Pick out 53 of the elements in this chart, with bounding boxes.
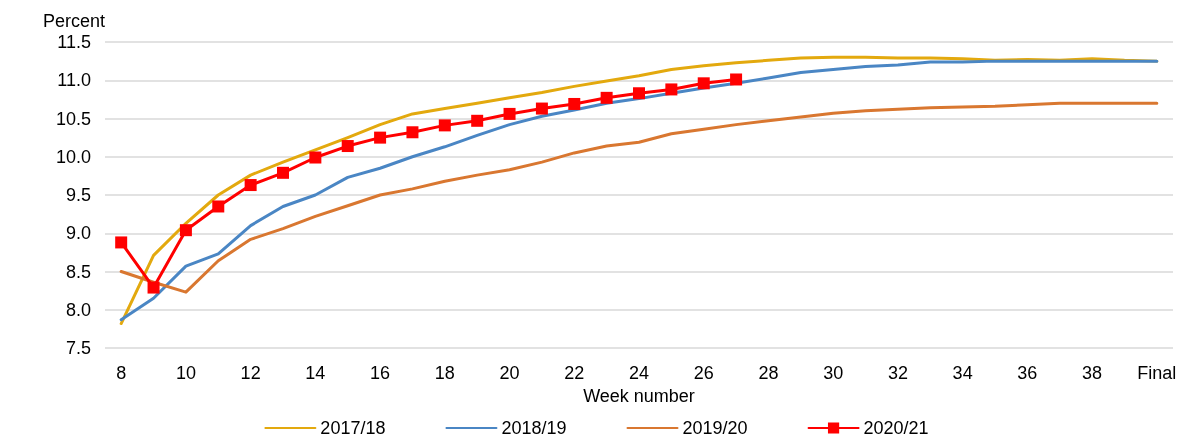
point bbox=[600, 91, 613, 104]
x-tick-label: 34 bbox=[952, 363, 973, 383]
point bbox=[341, 140, 354, 153]
line-series bbox=[119, 101, 1159, 294]
y-tick-label: 8.0 bbox=[65, 299, 91, 320]
legend-label: 2019/20 bbox=[682, 418, 748, 438]
y-tick-label: 11.5 bbox=[57, 32, 91, 52]
x-tick-label: 14 bbox=[305, 363, 326, 383]
y-tick-label: 8.5 bbox=[65, 261, 91, 282]
point bbox=[147, 281, 160, 294]
x-tick-label: 28 bbox=[758, 363, 779, 383]
x-tick-label: 22 bbox=[564, 363, 585, 383]
y-tick-label: 9.0 bbox=[65, 223, 91, 244]
point bbox=[309, 151, 322, 164]
x-tick-label: 8 bbox=[116, 363, 127, 383]
legend-label: 2018/19 bbox=[501, 418, 567, 438]
point bbox=[568, 97, 581, 110]
point bbox=[406, 126, 419, 139]
legend-label: 2017/18 bbox=[320, 418, 386, 438]
x-tick-label: 24 bbox=[628, 363, 650, 383]
y-axis-title: Percent bbox=[42, 11, 105, 31]
x-tick-label: 20 bbox=[499, 363, 520, 383]
point bbox=[633, 87, 645, 100]
point bbox=[697, 77, 710, 90]
point bbox=[471, 114, 484, 127]
point bbox=[179, 224, 192, 237]
x-tick-label: 16 bbox=[370, 363, 391, 383]
point bbox=[212, 200, 225, 213]
point bbox=[374, 131, 387, 144]
x-tick-label: 10 bbox=[175, 363, 196, 383]
x-axis-title: Week number bbox=[583, 385, 695, 406]
x-tick-label: 18 bbox=[434, 363, 455, 383]
x-tick-label: 30 bbox=[823, 363, 844, 383]
legend-label: 2020/21 bbox=[863, 418, 929, 438]
y-tick-label: 10.5 bbox=[55, 108, 91, 129]
x-tick-label: 26 bbox=[693, 363, 714, 383]
x-tick-label: 38 bbox=[1082, 363, 1103, 383]
y-tick-label: 9.5 bbox=[65, 185, 91, 205]
x-tick-label: Final bbox=[1137, 363, 1177, 383]
point bbox=[115, 236, 128, 249]
y-tick-label: 7.5 bbox=[65, 338, 91, 358]
x-tick-label: 36 bbox=[1017, 363, 1038, 383]
point bbox=[665, 83, 678, 96]
point bbox=[244, 179, 257, 192]
y-tick-label: 11.0 bbox=[57, 70, 91, 91]
point bbox=[535, 102, 548, 115]
x-tick-label: 32 bbox=[887, 363, 908, 383]
point bbox=[503, 107, 516, 120]
point bbox=[277, 166, 289, 179]
y-tick-label: 10.0 bbox=[55, 146, 91, 167]
point bbox=[438, 119, 451, 132]
x-tick-label: 12 bbox=[240, 363, 261, 383]
point bbox=[730, 73, 743, 86]
